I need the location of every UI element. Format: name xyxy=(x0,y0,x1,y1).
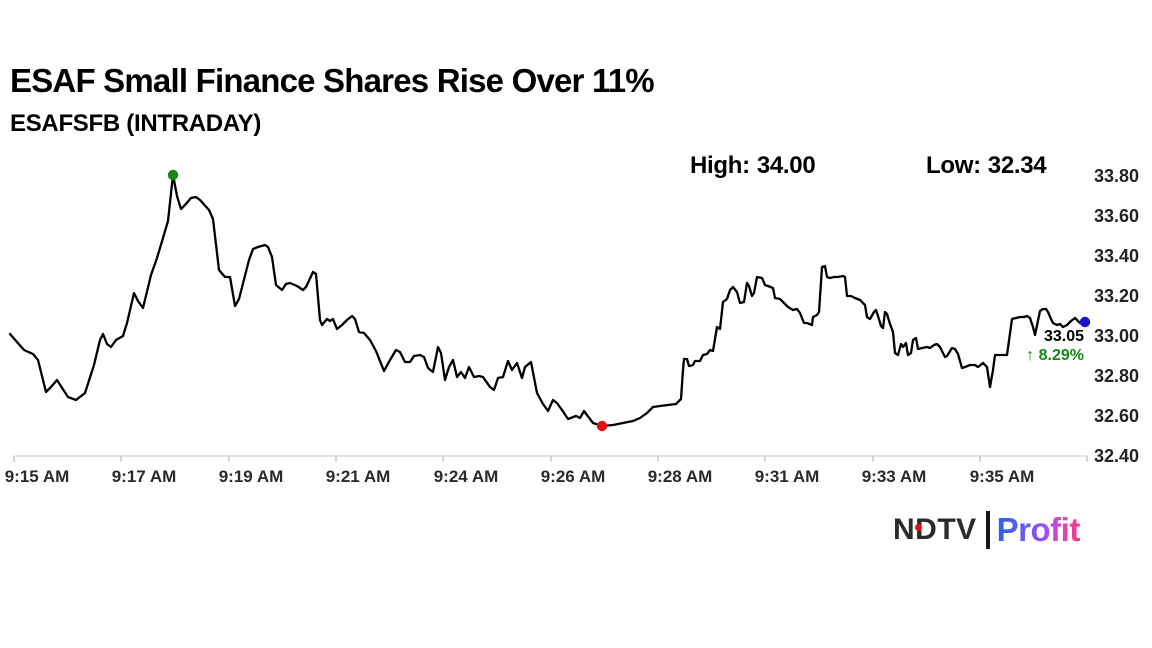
x-axis-label: 9:28 AM xyxy=(647,467,713,486)
low-label: Low: xyxy=(926,152,981,179)
low-stat: Low: 32.34 xyxy=(926,152,1047,180)
x-axis-label: 9:15 AM xyxy=(4,467,70,486)
price-line xyxy=(8,173,1085,428)
y-axis-label: 32.40 xyxy=(1094,446,1140,466)
x-axis-label: 9:19 AM xyxy=(218,467,284,486)
up-arrow-icon: ↑ xyxy=(1026,347,1035,364)
high-stat: High: 34.00 xyxy=(690,152,816,180)
y-axis-label: 33.40 xyxy=(1094,246,1140,266)
x-axis-labels: 9:15 AM 9:17 AM 9:19 AM 9:21 AM 9:24 AM 9:26 … xyxy=(0,465,1152,489)
change-percent-value: 8.29% xyxy=(1038,347,1084,364)
high-point-dot xyxy=(167,169,179,181)
x-axis-label: 9:17 AM xyxy=(111,467,177,486)
symbol-subtitle: ESAFSFB (INTRADAY) xyxy=(10,110,262,137)
low-point-dot xyxy=(596,420,608,432)
ndtv-text: NDTV xyxy=(893,513,977,546)
high-value: 34.00 xyxy=(756,152,816,179)
chart-headline: ESAF Small Finance Shares Rise Over 11% xyxy=(10,62,655,99)
ndtv-profit-logo: NDTV Profit xyxy=(893,507,1080,553)
change-percent: ↑ 8.29% xyxy=(1026,347,1084,364)
high-label: High: xyxy=(690,152,750,179)
ndtv-wordmark: NDTV xyxy=(893,513,977,547)
y-axis-label: 33.60 xyxy=(1094,206,1140,226)
profit-wordmark: Profit xyxy=(996,511,1081,548)
y-axis-labels: 33.80 33.60 33.40 33.20 33.00 32.80 32.60 32.40 xyxy=(1094,0,1152,648)
y-axis-label: 33.00 xyxy=(1094,326,1140,346)
x-axis-label: 9:24 AM xyxy=(433,467,499,486)
y-axis-label: 33.20 xyxy=(1094,286,1140,306)
red-dot-icon xyxy=(915,524,922,531)
x-axis-label: 9:26 AM xyxy=(540,467,606,486)
last-price-value: 33.05 xyxy=(1043,328,1084,345)
last-point-dot xyxy=(1079,316,1091,328)
last-price-annotation: 33.05 ↑ 8.29% xyxy=(1026,328,1084,364)
x-axis-label: 9:31 AM xyxy=(754,467,820,486)
logo-separator xyxy=(985,511,990,549)
low-value: 32.34 xyxy=(987,152,1047,179)
x-axis-label: 9:35 AM xyxy=(969,467,1035,486)
x-axis-label: 9:33 AM xyxy=(861,467,927,486)
y-axis-label: 32.80 xyxy=(1094,366,1140,386)
y-axis-label: 32.60 xyxy=(1094,406,1140,426)
y-axis-label: 33.80 xyxy=(1094,166,1140,186)
x-axis-label: 9:21 AM xyxy=(325,467,391,486)
